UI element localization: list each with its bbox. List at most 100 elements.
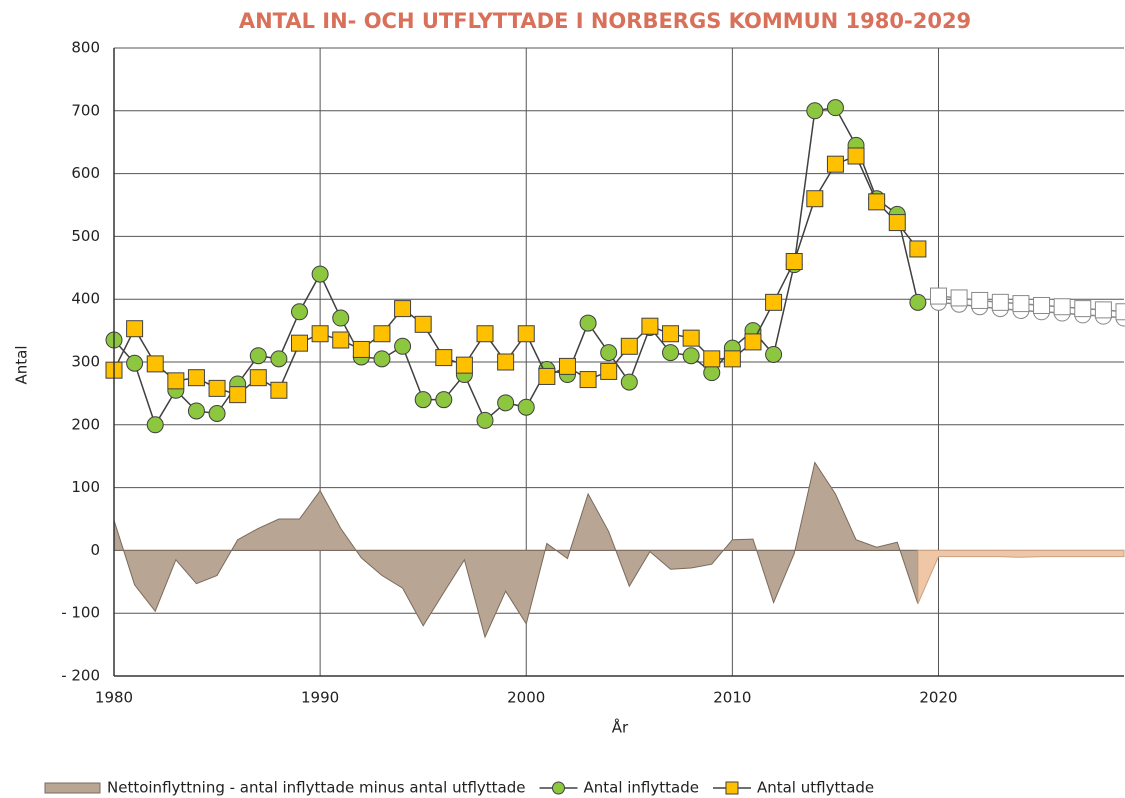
marker xyxy=(291,334,309,352)
marker xyxy=(476,325,494,343)
legend-swatch xyxy=(44,782,101,794)
series xyxy=(929,287,1125,321)
marker xyxy=(558,357,576,375)
x-tick-label: 2010 xyxy=(713,689,751,707)
marker xyxy=(146,355,164,373)
marker xyxy=(600,362,618,380)
marker xyxy=(476,411,494,429)
marker xyxy=(1115,303,1125,321)
marker xyxy=(517,398,535,416)
marker xyxy=(682,329,700,347)
marker xyxy=(270,381,288,399)
marker xyxy=(208,379,226,397)
y-axis-label: Antal xyxy=(13,345,31,384)
marker xyxy=(600,344,618,362)
marker xyxy=(909,240,927,258)
marker xyxy=(579,371,597,389)
marker xyxy=(806,190,824,208)
marker xyxy=(682,347,700,365)
line xyxy=(938,301,1125,319)
series xyxy=(105,147,927,404)
legend-label: Antal utflyttade xyxy=(757,779,874,797)
line xyxy=(938,295,1125,313)
marker xyxy=(806,102,824,120)
marker xyxy=(929,287,947,305)
marker xyxy=(332,331,350,349)
marker xyxy=(414,315,432,333)
marker xyxy=(641,317,659,335)
x-tick-label: 2000 xyxy=(507,689,545,707)
marker xyxy=(909,293,927,311)
marker xyxy=(435,391,453,409)
marker xyxy=(950,289,968,307)
marker xyxy=(229,386,247,404)
line xyxy=(113,155,919,396)
legend-marker xyxy=(725,781,739,795)
marker xyxy=(352,340,370,358)
chart-title: ANTAL IN- OCH UTFLYTTADE I NORBERGS KOMM… xyxy=(239,9,971,33)
marker xyxy=(249,369,267,387)
x-axis-label: År xyxy=(612,718,629,737)
marker xyxy=(1053,298,1071,316)
y-tick-label: - 200 xyxy=(61,667,100,685)
marker xyxy=(270,350,288,368)
x-tick-label: 1980 xyxy=(95,689,133,707)
marker xyxy=(662,344,680,362)
y-tick-label: 300 xyxy=(71,353,100,371)
marker xyxy=(971,291,989,309)
marker xyxy=(146,416,164,434)
marker xyxy=(435,349,453,367)
area xyxy=(917,549,1125,604)
x-tick-label: 2020 xyxy=(919,689,957,707)
legend-label: Nettoinflyttning - antal inflyttade minu… xyxy=(107,779,525,797)
marker xyxy=(847,147,865,165)
marker xyxy=(394,300,412,318)
marker xyxy=(723,350,741,368)
y-tick-label: 800 xyxy=(71,39,100,57)
marker xyxy=(126,320,144,338)
marker xyxy=(785,253,803,271)
y-tick-label: 400 xyxy=(71,290,100,308)
marker xyxy=(826,155,844,173)
marker xyxy=(187,402,205,420)
series xyxy=(105,99,927,434)
marker xyxy=(662,325,680,343)
y-tick-label: - 100 xyxy=(61,604,100,622)
marker xyxy=(765,345,783,363)
marker xyxy=(208,404,226,422)
marker xyxy=(311,265,329,283)
marker xyxy=(579,314,597,332)
marker xyxy=(414,391,432,409)
marker xyxy=(888,214,906,232)
marker xyxy=(167,372,185,390)
marker xyxy=(826,99,844,117)
marker xyxy=(620,373,638,391)
y-tick-label: 200 xyxy=(71,415,100,433)
marker xyxy=(291,303,309,321)
grid xyxy=(113,47,1124,677)
marker xyxy=(187,369,205,387)
marker xyxy=(394,337,412,355)
marker xyxy=(517,325,535,343)
marker xyxy=(497,353,515,371)
y-tick-label: 600 xyxy=(71,164,100,182)
marker xyxy=(1012,295,1030,313)
legend-marker xyxy=(551,781,565,795)
marker xyxy=(1074,300,1092,318)
marker xyxy=(332,309,350,327)
marker xyxy=(497,394,515,412)
legend-label: Antal inflyttade xyxy=(583,779,698,797)
marker xyxy=(620,337,638,355)
marker xyxy=(1033,296,1051,314)
marker xyxy=(311,325,329,343)
y-tick-label: 0 xyxy=(90,541,100,559)
y-tick-label: 500 xyxy=(71,227,100,245)
marker xyxy=(744,333,762,351)
y-tick-label: 700 xyxy=(71,101,100,119)
marker xyxy=(126,354,144,372)
marker xyxy=(991,293,1009,311)
y-tick-label: 100 xyxy=(71,478,100,496)
marker xyxy=(765,293,783,311)
line xyxy=(113,106,919,427)
